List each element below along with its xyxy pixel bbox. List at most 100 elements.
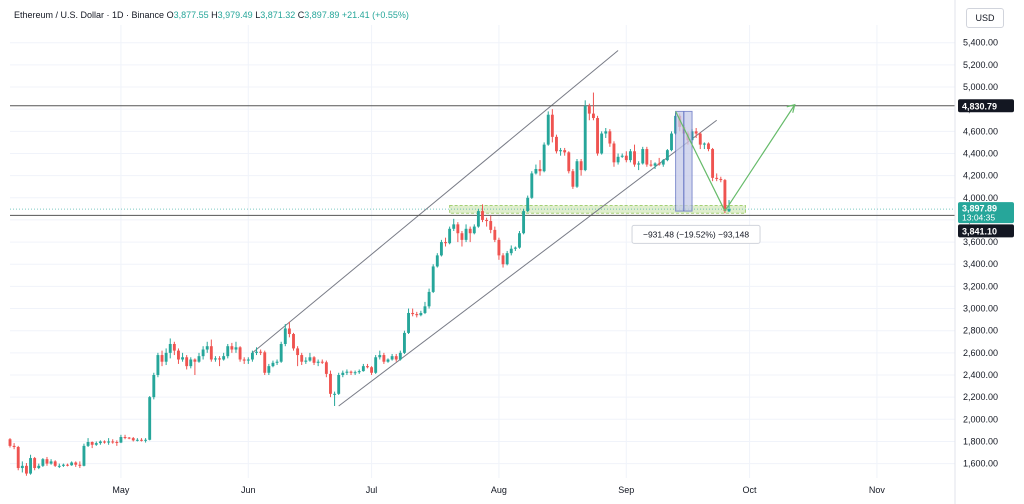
- candle-up: [94, 441, 98, 446]
- candle-down: [230, 342, 234, 353]
- candle-body: [234, 347, 238, 350]
- candle-body: [530, 173, 534, 198]
- candle-body: [464, 228, 468, 240]
- candle-body: [444, 242, 447, 244]
- candle-body: [538, 168, 542, 172]
- candle-body: [374, 357, 378, 373]
- candle-down: [415, 311, 419, 318]
- resistance-price-label: 4,830.79: [962, 101, 997, 111]
- candle-body: [115, 442, 119, 444]
- x-tick-label: Jun: [241, 485, 256, 495]
- candle-body: [460, 233, 464, 240]
- candle-body: [390, 356, 394, 360]
- x-tick-label: Nov: [869, 485, 886, 495]
- candle-down: [596, 115, 599, 156]
- candle-body: [670, 133, 673, 151]
- candle-body: [485, 219, 489, 222]
- candle-down: [624, 151, 628, 163]
- candle-up: [559, 147, 563, 156]
- candle-down: [538, 160, 542, 176]
- candle-up: [526, 195, 530, 213]
- candle-body: [711, 149, 715, 178]
- drawing-tools: −931.48 (−19.52%) −93,148: [631, 103, 796, 244]
- candle-body: [481, 211, 484, 220]
- candle-body: [333, 393, 337, 395]
- candle-up: [283, 324, 287, 347]
- candle-body: [53, 461, 57, 466]
- candle-up: [279, 341, 283, 363]
- candle-up: [600, 131, 604, 155]
- candle-down: [587, 103, 591, 121]
- candle-body: [41, 459, 45, 466]
- candle-body: [423, 306, 427, 313]
- candle-body: [583, 105, 587, 171]
- candle-body: [160, 355, 164, 362]
- close-value: 3,897.89: [304, 10, 340, 20]
- candle-down: [715, 173, 719, 182]
- candle-body: [476, 211, 480, 227]
- candle-down: [172, 341, 176, 356]
- y-tick-label: 4,000.00: [963, 193, 998, 203]
- candle-body: [90, 442, 94, 445]
- candle-body: [698, 133, 702, 145]
- candle-body: [579, 161, 583, 171]
- horizontal-levels: [10, 105, 955, 216]
- candle-down: [292, 332, 295, 351]
- support-price-label: 3,841.10: [962, 226, 997, 236]
- candle-down: [242, 357, 246, 364]
- candle-body: [144, 439, 148, 441]
- candle-body: [398, 352, 402, 360]
- candle-body: [620, 155, 624, 157]
- candle-down: [259, 349, 263, 356]
- candle-up: [119, 434, 123, 444]
- candle-up: [616, 153, 620, 165]
- candle-down: [719, 176, 723, 183]
- candle-down: [329, 370, 332, 398]
- candle-body: [209, 346, 213, 360]
- candle-body: [222, 356, 226, 360]
- candle-body: [156, 355, 160, 375]
- candle-body: [8, 439, 12, 446]
- last-price-label-bg: [958, 202, 1014, 224]
- change-value: +21.41 (+0.55%): [341, 10, 409, 20]
- candle-up: [620, 153, 624, 158]
- candle-body: [316, 361, 320, 363]
- candle-up: [546, 111, 550, 146]
- candle-body: [250, 352, 254, 360]
- candle-down: [66, 463, 69, 467]
- candle-up: [398, 350, 402, 361]
- y-tick-label: 2,600.00: [963, 348, 998, 358]
- price-axis[interactable]: 1,600.00 1,800.00 2,000.00 2,200.00 2,400.00…: [954, 0, 998, 504]
- candle-body: [185, 357, 189, 367]
- x-tick-label: Jul: [366, 485, 378, 495]
- y-tick-label: 4,200.00: [963, 171, 998, 181]
- candle-body: [411, 312, 415, 315]
- projection-up-line: [724, 104, 796, 212]
- candle-up: [41, 458, 45, 467]
- currency-button[interactable]: USD: [966, 8, 1004, 28]
- candle-body: [415, 314, 419, 316]
- candle-down: [177, 348, 180, 364]
- candle-body: [616, 156, 620, 163]
- candle-down: [74, 461, 78, 467]
- candle-up: [448, 226, 452, 245]
- candle-up: [61, 463, 65, 467]
- measure-label: −931.48 (−19.52%) −93,148: [643, 229, 749, 239]
- candle-up: [378, 350, 382, 360]
- candle-down: [555, 134, 558, 154]
- candle-up: [222, 352, 226, 361]
- candle-down: [296, 346, 300, 367]
- open-value: 3,877.55: [173, 10, 209, 20]
- candle-up: [361, 363, 365, 372]
- candle-body: [329, 373, 332, 394]
- time-axis[interactable]: May Jun Jul Aug Sep Oct Nov: [112, 485, 885, 495]
- y-tick-label: 3,000.00: [963, 304, 998, 314]
- candle-up: [168, 338, 172, 359]
- candle-body: [324, 362, 328, 374]
- candle-down: [723, 178, 727, 214]
- candle-down: [489, 215, 493, 234]
- candle-up: [107, 438, 111, 445]
- candle-down: [324, 360, 328, 378]
- candle-down: [608, 129, 612, 147]
